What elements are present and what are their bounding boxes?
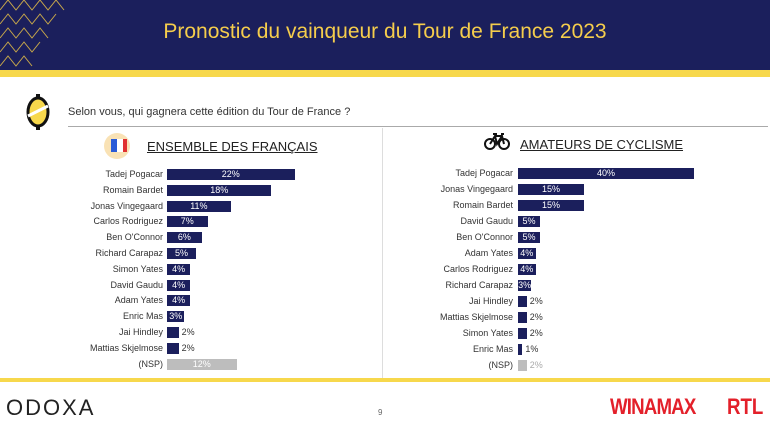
bar xyxy=(518,248,536,259)
category-label: Simon Yates xyxy=(462,328,513,338)
category-label: Enric Mas xyxy=(472,344,513,354)
value-label: 4% xyxy=(172,279,186,290)
value-label: 40% xyxy=(596,168,615,178)
bar xyxy=(518,360,527,371)
bar xyxy=(167,248,196,259)
bar xyxy=(167,358,237,370)
bar xyxy=(167,295,191,307)
value-label: 6% xyxy=(177,232,191,243)
value-label: 2% xyxy=(529,296,543,306)
bar xyxy=(518,312,527,323)
question-text: Selon vous, qui gagnera cette édition du… xyxy=(68,106,351,118)
value-label: 3% xyxy=(518,280,532,290)
value-label: 5% xyxy=(174,248,188,258)
category-label: Enric Mas xyxy=(122,311,163,322)
value-label: 22% xyxy=(221,169,240,179)
value-label: 2% xyxy=(181,327,195,337)
bar xyxy=(167,279,191,291)
value-label: 3% xyxy=(169,311,183,322)
category-label: (NSP) xyxy=(138,358,164,369)
category-label: Tadej Pogacar xyxy=(455,168,513,178)
value-label: 2% xyxy=(529,328,543,338)
category-label: Jai Hindley xyxy=(468,296,513,306)
bar xyxy=(167,311,185,323)
category-label: Carlos Rodriguez xyxy=(443,264,513,274)
category-label: Ben O'Connor xyxy=(106,232,163,243)
divider xyxy=(68,126,768,127)
bar xyxy=(167,232,202,244)
odoxa-logo: ODOXA xyxy=(6,395,96,420)
category-label: Mattias Skjelmose xyxy=(89,342,163,353)
value-label: 7% xyxy=(180,216,194,227)
bar xyxy=(518,328,527,339)
value-label: 2% xyxy=(181,342,195,353)
bar xyxy=(518,280,532,291)
value-label: 5% xyxy=(522,232,536,242)
bar xyxy=(518,232,540,243)
category-label: David Gaudu xyxy=(110,279,163,290)
category-label: Adam Yates xyxy=(464,248,513,258)
bar xyxy=(518,200,584,211)
header-band xyxy=(0,70,770,77)
category-label: Richard Carapaz xyxy=(445,280,513,290)
value-label: 12% xyxy=(192,358,211,369)
category-label: Tadej Pogacar xyxy=(105,169,163,179)
bar xyxy=(167,342,179,354)
category-label: (NSP) xyxy=(488,360,514,370)
header: Pronostic du vainqueur du Tour de France… xyxy=(0,0,770,70)
page-title: Pronostic du vainqueur du Tour de France… xyxy=(163,20,607,43)
bar xyxy=(167,216,208,228)
value-label: 18% xyxy=(210,184,229,195)
value-label: 15% xyxy=(541,200,560,210)
value-label: 2% xyxy=(529,312,543,322)
bar xyxy=(167,327,179,338)
value-label: 1% xyxy=(525,344,539,354)
value-label: 15% xyxy=(541,184,560,194)
value-label: 4% xyxy=(172,263,186,274)
bar xyxy=(518,168,694,179)
chart-title-right: AMATEURS DE CYCLISME xyxy=(520,137,684,152)
value-label: 11% xyxy=(190,200,208,211)
bar xyxy=(167,184,272,196)
category-label: Carlos Rodriguez xyxy=(93,216,163,227)
winamax-logo: WINAMAX xyxy=(610,394,696,419)
category-label: Jonas Vingegaard xyxy=(440,184,513,194)
page-number: 9 xyxy=(378,408,383,417)
category-label: Mattias Skjelmose xyxy=(439,312,513,322)
chevron-pattern-icon xyxy=(0,0,65,67)
category-label: David Gaudu xyxy=(460,216,513,226)
column-divider xyxy=(382,128,383,378)
bar xyxy=(167,200,231,212)
value-label: 4% xyxy=(172,295,186,306)
bar xyxy=(518,216,540,227)
bicycle-icon xyxy=(484,133,510,150)
category-label: Romain Bardet xyxy=(452,200,513,210)
france-flag-icon xyxy=(104,133,130,159)
value-label: 4% xyxy=(520,264,534,274)
odoxa-mark-icon xyxy=(26,94,50,130)
bar xyxy=(518,344,523,355)
footer-band xyxy=(0,378,770,382)
category-label: Adam Yates xyxy=(114,295,163,306)
bar xyxy=(167,263,191,275)
category-label: Jonas Vingegaard xyxy=(90,200,163,211)
rtl-logo: RTL xyxy=(727,394,764,419)
bar xyxy=(167,169,295,180)
value-label: 4% xyxy=(520,248,534,258)
category-label: Richard Carapaz xyxy=(95,248,163,258)
bar xyxy=(518,264,536,275)
category-label: Ben O'Connor xyxy=(456,232,513,242)
bar xyxy=(518,184,584,195)
bar xyxy=(518,296,527,307)
chart-title-left: ENSEMBLE DES FRANÇAIS xyxy=(147,139,318,154)
value-label: 5% xyxy=(522,216,536,226)
value-label: 2% xyxy=(529,360,543,370)
category-label: Simon Yates xyxy=(112,263,163,274)
category-label: Romain Bardet xyxy=(102,184,163,195)
category-label: Jai Hindley xyxy=(118,327,163,337)
